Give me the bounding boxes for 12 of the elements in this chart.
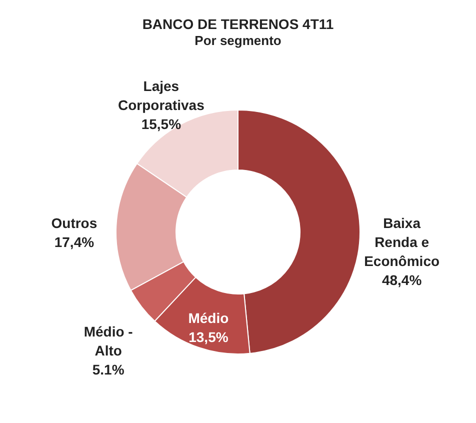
data-label: 15,5% [141, 116, 182, 132]
data-label: 17,4% [54, 234, 95, 250]
chart-title: BANCO DE TERRENOS 4T11 [142, 16, 334, 32]
slice-label: Médio [188, 310, 229, 326]
chart-subtitle: Por segmento [194, 33, 282, 48]
data-label: 13,5% [188, 329, 229, 346]
slice-label: Médio - Alto [84, 323, 134, 358]
slice-label: Lajes Corporativas [118, 78, 205, 114]
slice-label: Baixa Renda e Econômico [364, 215, 440, 270]
data-label: 5.1% [92, 361, 125, 378]
data-label: 48,4% [382, 272, 422, 288]
slice-label: Outros [51, 215, 98, 232]
